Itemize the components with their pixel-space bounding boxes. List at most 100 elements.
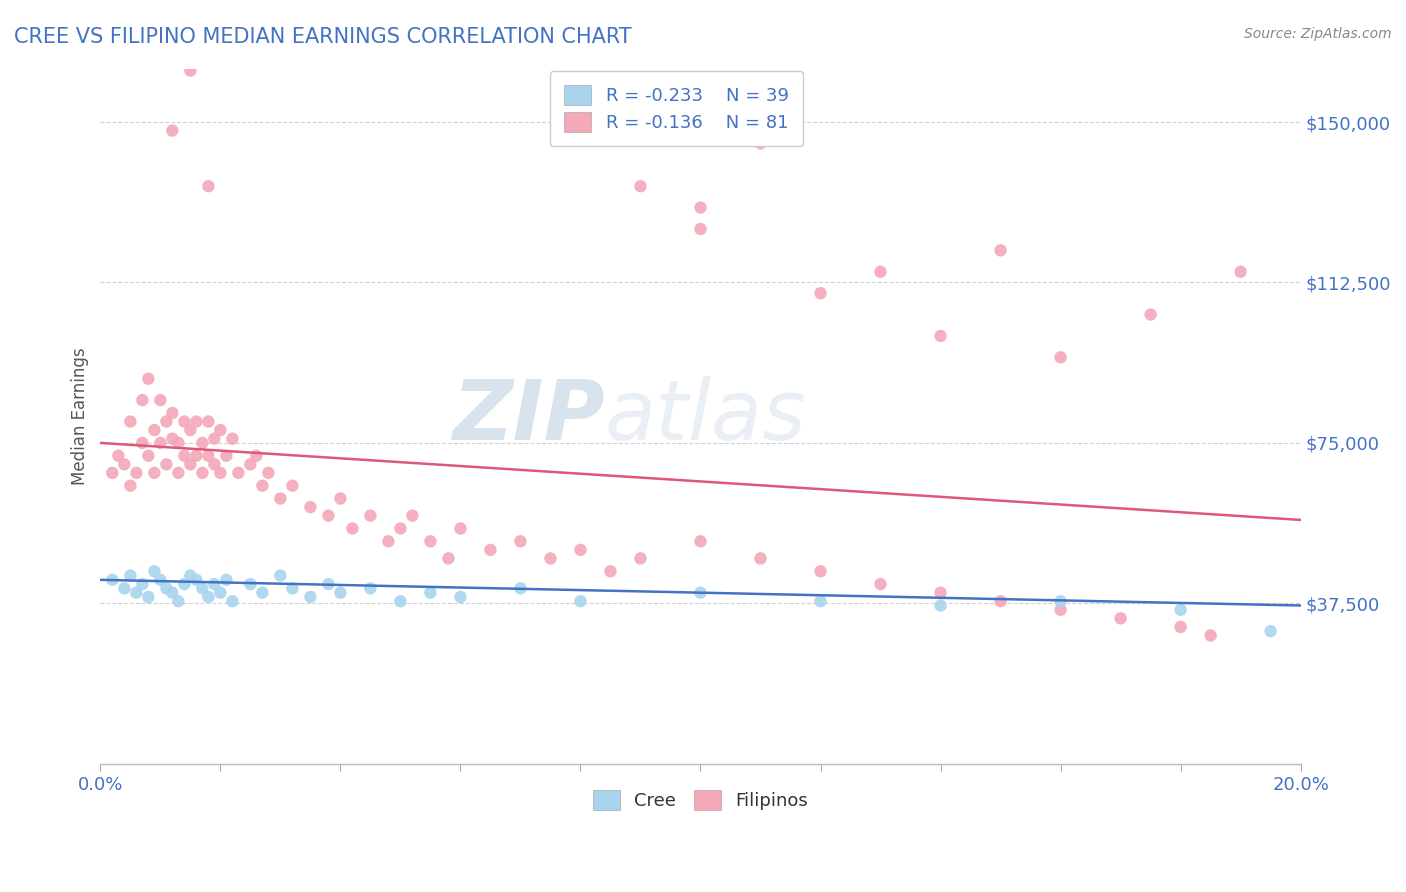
Point [173, 415, 195, 429]
Point [120, 415, 142, 429]
Point [191, 582, 214, 596]
Point [689, 222, 711, 236]
Point [221, 432, 243, 446]
Point [630, 551, 652, 566]
Point [389, 594, 412, 608]
Point [167, 594, 190, 608]
Point [318, 577, 340, 591]
Point [419, 534, 441, 549]
Point [120, 479, 142, 493]
Point [342, 521, 364, 535]
Point [329, 585, 352, 599]
Point [143, 564, 166, 578]
Point [810, 286, 832, 301]
Point [389, 521, 412, 535]
Text: Source: ZipAtlas.com: Source: ZipAtlas.com [1244, 27, 1392, 41]
Point [209, 585, 232, 599]
Point [1170, 603, 1192, 617]
Point [449, 590, 471, 604]
Text: ZIP: ZIP [451, 376, 605, 457]
Point [112, 458, 135, 472]
Point [401, 508, 423, 523]
Point [869, 577, 891, 591]
Point [599, 564, 621, 578]
Point [299, 590, 322, 604]
Text: atlas: atlas [605, 376, 806, 457]
Point [167, 466, 190, 480]
Point [155, 415, 177, 429]
Point [1170, 620, 1192, 634]
Point [101, 466, 124, 480]
Point [155, 458, 177, 472]
Point [131, 436, 153, 450]
Point [239, 577, 262, 591]
Point [252, 585, 274, 599]
Point [479, 542, 502, 557]
Point [202, 577, 225, 591]
Point [1049, 351, 1071, 365]
Point [269, 568, 291, 582]
Point [138, 590, 160, 604]
Point [540, 551, 562, 566]
Point [162, 406, 184, 420]
Point [437, 551, 460, 566]
Point [869, 265, 891, 279]
Point [990, 244, 1012, 258]
Point [197, 449, 219, 463]
Point [173, 577, 195, 591]
Point [245, 449, 267, 463]
Point [281, 582, 304, 596]
Point [1139, 308, 1161, 322]
Point [630, 179, 652, 194]
Point [215, 449, 238, 463]
Point [131, 577, 153, 591]
Point [221, 594, 243, 608]
Point [509, 534, 531, 549]
Y-axis label: Median Earnings: Median Earnings [72, 347, 89, 485]
Point [359, 508, 381, 523]
Point [749, 136, 772, 151]
Point [377, 534, 399, 549]
Point [239, 458, 262, 472]
Point [202, 458, 225, 472]
Point [1199, 628, 1222, 642]
Point [155, 582, 177, 596]
Point [228, 466, 250, 480]
Point [252, 479, 274, 493]
Point [257, 466, 280, 480]
Point [179, 423, 201, 437]
Point [186, 573, 208, 587]
Point [138, 372, 160, 386]
Point [929, 599, 952, 613]
Point [143, 423, 166, 437]
Point [125, 466, 148, 480]
Point [299, 500, 322, 514]
Point [689, 534, 711, 549]
Point [186, 449, 208, 463]
Point [138, 449, 160, 463]
Point [125, 585, 148, 599]
Point [990, 594, 1012, 608]
Point [209, 423, 232, 437]
Point [281, 479, 304, 493]
Point [215, 573, 238, 587]
Point [191, 466, 214, 480]
Point [1049, 594, 1071, 608]
Point [810, 564, 832, 578]
Text: CREE VS FILIPINO MEDIAN EARNINGS CORRELATION CHART: CREE VS FILIPINO MEDIAN EARNINGS CORRELA… [14, 27, 631, 46]
Point [1109, 611, 1132, 625]
Point [1049, 603, 1071, 617]
Point [167, 436, 190, 450]
Point [101, 573, 124, 587]
Point [191, 436, 214, 450]
Point [149, 573, 172, 587]
Point [569, 542, 592, 557]
Point [162, 123, 184, 137]
Point [810, 594, 832, 608]
Point [149, 436, 172, 450]
Point [449, 521, 471, 535]
Point [143, 466, 166, 480]
Point [173, 449, 195, 463]
Legend: Cree, Filipinos: Cree, Filipinos [578, 775, 823, 824]
Point [202, 432, 225, 446]
